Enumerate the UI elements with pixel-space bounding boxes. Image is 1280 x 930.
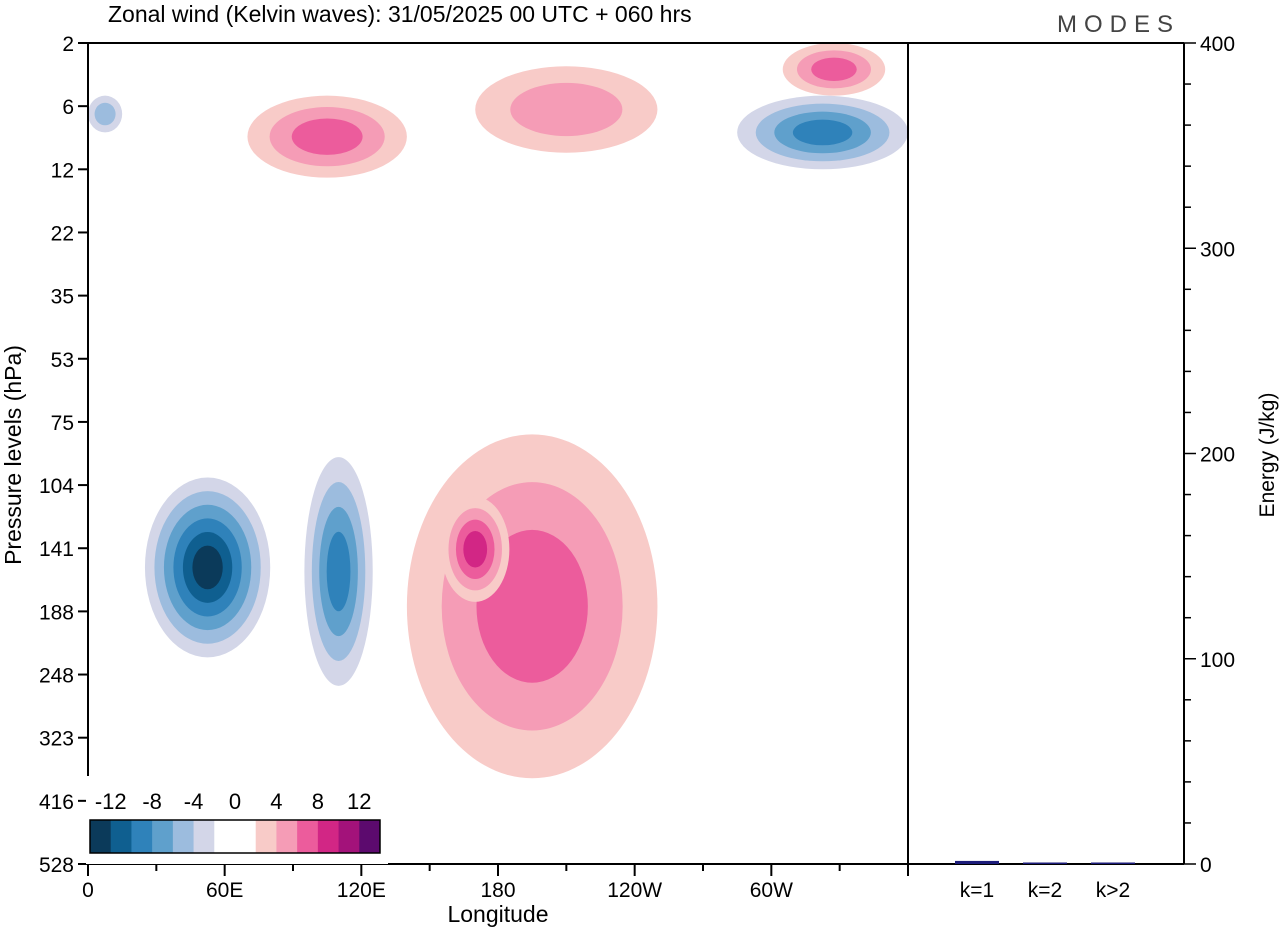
colorbar-swatch	[193, 820, 215, 853]
colorbar-label: -4	[184, 789, 204, 814]
colorbar-swatch	[276, 820, 298, 853]
wavenumber-label: k=2	[1028, 879, 1062, 902]
colorbar-frame	[89, 819, 381, 854]
colorbar-label: -8	[142, 789, 162, 814]
energy-bar	[1091, 862, 1135, 864]
colorbar-swatch	[297, 820, 319, 853]
longitude-axis: 0 60E 120E 180 120W 60W	[82, 864, 909, 902]
pressure-axis: 2 6 12 22 35 53 75 104 141 188 248 323 416 528	[39, 33, 88, 877]
energy-axis: 0 100 200 300 400	[1184, 33, 1235, 877]
energy-axis-label: Energy (J/kg)	[1256, 393, 1279, 518]
x-tick-label: 120W	[607, 879, 662, 902]
y-tick-label: 53	[51, 349, 74, 372]
energy-tick-label: 100	[1200, 649, 1235, 672]
colorbar-swatch	[131, 820, 153, 853]
chart-title: Zonal wind (Kelvin waves): 31/05/2025 00…	[108, 1, 692, 27]
y-tick-label: 188	[39, 601, 74, 624]
contour-fill	[510, 82, 623, 137]
energy-tick-label: 200	[1200, 444, 1235, 467]
colorbar-swatch	[152, 820, 174, 853]
colorbar-labels: -12 -8 -4 0 4 8 12	[95, 789, 372, 814]
energy-bar	[955, 860, 999, 864]
y-tick-label: 141	[39, 538, 74, 561]
energy-bar-chart: 0 100 200 300 400 k=1 k=2 k>2 Energy (J/kg)	[908, 33, 1279, 902]
colorbar-swatch	[317, 820, 340, 853]
y-tick-label: 528	[39, 854, 74, 877]
colorbar-label: 0	[229, 789, 241, 814]
contour-fill	[291, 118, 363, 155]
y-tick-label: 75	[51, 412, 74, 435]
wavenumber-label: k=1	[960, 879, 994, 902]
y-axis-label: Pressure levels (hPa)	[0, 345, 26, 565]
energy-bar	[1023, 862, 1067, 864]
contour-fill	[463, 530, 488, 568]
y-tick-label: 12	[51, 159, 74, 182]
energy-tick-label: 0	[1200, 854, 1212, 877]
colorbar-swatch	[110, 820, 132, 853]
colorbar-swatch	[255, 820, 277, 853]
colorbar-swatches	[90, 820, 381, 853]
contour-fill	[792, 119, 853, 146]
y-tick-label: 22	[51, 222, 74, 245]
contour-fill	[326, 531, 351, 612]
colorbar-swatch	[172, 820, 195, 853]
y-tick-label: 2	[62, 33, 74, 56]
colorbar-swatch	[359, 820, 381, 853]
contour-fill	[192, 545, 223, 590]
x-axis-label: Longitude	[447, 901, 548, 927]
colorbar-legend: -12 -8 -4 0 4 8 12	[86, 776, 388, 864]
colorbar-label: 4	[270, 789, 282, 814]
colorbar-swatch	[338, 820, 360, 853]
y-tick-label: 104	[39, 475, 74, 498]
contour-fill-layer	[88, 43, 908, 779]
y-tick-label: 248	[39, 665, 74, 688]
contour-fill	[811, 57, 857, 82]
x-tick-label: 180	[480, 879, 515, 902]
energy-tick-label: 400	[1200, 33, 1235, 56]
colorbar-swatch	[214, 820, 236, 853]
wavenumber-label: k>2	[1096, 879, 1130, 902]
energy-tick-label: 300	[1200, 238, 1235, 261]
x-tick-label: 0	[82, 879, 94, 902]
heatmap-plot: 2 6 12 22 35 53 75 104 141 188 248 323 416 528 0 60E 12…	[0, 33, 909, 927]
modes-logo: MODES	[1057, 11, 1180, 38]
colorbar-label: -12	[95, 789, 127, 814]
y-tick-label: 416	[39, 791, 74, 814]
x-tick-label: 60E	[206, 879, 243, 902]
y-tick-label: 323	[39, 728, 74, 751]
colorbar-label: 8	[312, 789, 324, 814]
contour-fill	[94, 102, 116, 126]
wavenumber-axis: k=1 k=2 k>2	[960, 879, 1130, 902]
x-tick-label: 120E	[337, 879, 386, 902]
colorbar-swatch	[90, 820, 112, 853]
energy-bars	[955, 860, 1135, 864]
y-tick-label: 6	[62, 96, 74, 119]
colorbar-label: 12	[347, 789, 371, 814]
x-tick-label: 60W	[750, 879, 793, 902]
colorbar-swatch	[235, 820, 257, 853]
y-tick-label: 35	[51, 286, 74, 309]
